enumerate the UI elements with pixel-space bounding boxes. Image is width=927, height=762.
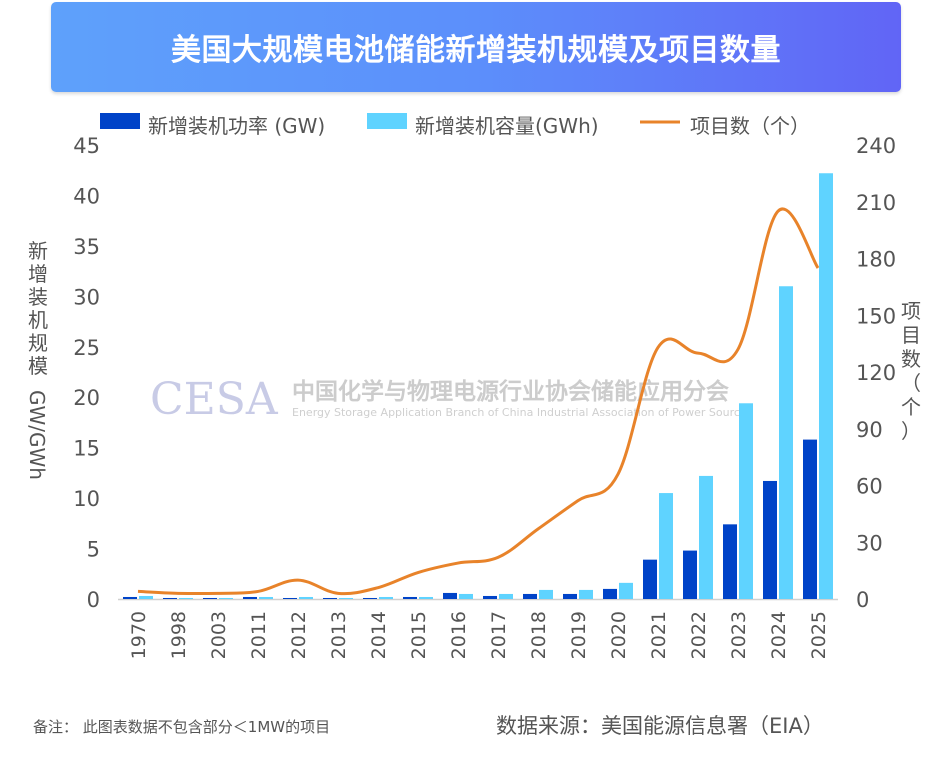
x-tick-label: 2020 — [608, 611, 630, 659]
bar-capacity — [499, 593, 513, 599]
bar-power — [123, 596, 137, 599]
bar-power — [323, 597, 337, 599]
x-tick-label: 2025 — [808, 611, 830, 659]
bar-capacity — [259, 596, 273, 599]
data-source: 数据来源：美国能源信息署（EIA） — [496, 714, 824, 738]
bar-capacity — [739, 403, 753, 599]
watermark: CESA 中国化学与物理电源行业协会储能应用分会 Energy Storage … — [150, 374, 753, 425]
watermark-logo: CESA — [150, 374, 279, 425]
left-axis-title: 新增装机规模 GW/GWh — [25, 239, 49, 480]
bar-capacity — [459, 593, 473, 599]
bar-power — [523, 593, 537, 599]
y-tick-label: 30 — [73, 285, 100, 309]
watermark-en: Energy Storage Application Branch of Chi… — [292, 406, 753, 419]
bar-capacity — [299, 596, 313, 599]
x-tick-label: 2018 — [528, 611, 550, 659]
y-tick-label: 5 — [87, 538, 100, 562]
bar-power — [563, 593, 577, 599]
bar-power — [643, 559, 657, 599]
bar-power — [603, 588, 617, 599]
x-tick-label: 2021 — [648, 611, 670, 659]
y-axis-title-unit: GW/GWh — [25, 390, 49, 480]
x-tick-label: 2023 — [728, 611, 750, 659]
y2-tick-label: 240 — [856, 134, 896, 158]
y2-tick-label: 180 — [856, 248, 896, 272]
x-tick-label: 2003 — [208, 611, 230, 659]
legend-swatch-capacity — [367, 113, 407, 129]
bar-capacity — [819, 173, 833, 599]
y2-tick-label: 120 — [856, 361, 896, 385]
x-tick-label: 2011 — [248, 611, 270, 659]
x-tick-label: 1970 — [128, 611, 150, 659]
y2-tick-label: 60 — [856, 475, 883, 499]
bar-capacity — [619, 582, 633, 599]
x-tick-label: 2019 — [568, 611, 590, 659]
projects-line — [137, 207, 820, 596]
bar-capacity — [179, 597, 193, 599]
y-axis-title: 新增装机规模 — [28, 239, 48, 378]
y-tick-label: 35 — [73, 235, 100, 259]
y-tick-label: 0 — [87, 588, 100, 612]
bar-capacity — [659, 493, 673, 599]
y2-tick-label: 90 — [856, 418, 883, 442]
bar-power — [403, 596, 417, 599]
watermark-cn: 中国化学与物理电源行业协会储能应用分会 — [292, 378, 729, 405]
y-tick-label: 45 — [73, 134, 100, 158]
x-tick-label: 2022 — [688, 611, 710, 659]
right-axis-title: 项目数（个） — [901, 299, 921, 443]
bar-capacity — [339, 597, 353, 599]
bar-power — [203, 597, 217, 599]
legend-swatch-power — [100, 113, 140, 129]
x-tick-label: 2015 — [408, 611, 430, 659]
legend-label-capacity: 新增装机容量(GWh) — [415, 114, 599, 138]
y-tick-label: 15 — [73, 437, 100, 461]
x-tick-label: 2017 — [488, 611, 510, 659]
y2-axis-title: 项目数（个） — [901, 299, 921, 443]
y-tick-label: 25 — [73, 336, 100, 360]
chart-title-banner: 美国大规模电池储能新增装机规模及项目数量 — [51, 2, 901, 92]
y-tick-label: 20 — [73, 386, 100, 410]
legend: 新增装机功率 (GW) 新增装机容量(GWh) 项目数（个） — [100, 113, 810, 138]
bar-capacity — [539, 589, 553, 599]
bar-capacity — [379, 596, 393, 599]
x-axis-ticks: 1970 1998 2003 2011 2012 2013 2014 2015 2016 2017… — [128, 611, 830, 659]
bar-capacity — [699, 475, 713, 599]
bar-power — [803, 439, 817, 599]
y2-tick-label: 210 — [856, 191, 896, 215]
bar-capacity — [779, 286, 793, 599]
bar-power — [683, 550, 697, 599]
bar-power — [763, 480, 777, 599]
chart-title: 美国大规模电池储能新增装机规模及项目数量 — [171, 33, 781, 68]
y2-tick-label: 150 — [856, 304, 896, 328]
chart-area: CESA 中国化学与物理电源行业协会储能应用分会 Energy Storage … — [25, 113, 921, 659]
legend-label-power: 新增装机功率 (GW) — [148, 114, 325, 138]
bar-capacity — [219, 597, 233, 599]
x-tick-label: 2012 — [288, 611, 310, 659]
bar-capacity — [579, 589, 593, 599]
bar-power — [163, 597, 177, 599]
y-tick-label: 10 — [73, 487, 100, 511]
right-axis-ticks: 0 30 60 90 120 150 180 210 240 — [856, 134, 896, 612]
x-tick-label: 2014 — [368, 611, 390, 659]
bar-capacity — [139, 595, 153, 599]
bars — [123, 173, 833, 599]
bar-power — [723, 524, 737, 599]
x-tick-label: 1998 — [168, 611, 190, 659]
footnote: 备注： 此图表数据不包含部分＜1MW的项目 — [33, 718, 331, 736]
bar-power — [443, 592, 457, 599]
y2-tick-label: 0 — [856, 588, 869, 612]
bar-capacity — [419, 596, 433, 599]
x-tick-label: 2024 — [768, 611, 790, 659]
y2-tick-label: 30 — [856, 531, 883, 555]
x-tick-label: 2016 — [448, 611, 470, 659]
legend-label-projects: 项目数（个） — [690, 114, 810, 138]
bar-power — [363, 597, 377, 599]
bar-power — [483, 595, 497, 599]
bar-power — [243, 596, 257, 599]
left-axis-ticks: 0 5 10 15 20 25 30 35 40 45 — [73, 134, 100, 612]
bar-power — [283, 597, 297, 599]
y-tick-label: 40 — [73, 184, 100, 208]
x-tick-label: 2013 — [328, 611, 350, 659]
